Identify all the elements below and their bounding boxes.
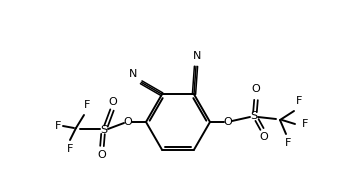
Text: O: O <box>224 117 232 127</box>
Text: N: N <box>193 51 201 61</box>
Text: F: F <box>84 100 90 110</box>
Text: F: F <box>296 96 302 106</box>
Text: N: N <box>129 69 137 79</box>
Text: F: F <box>67 144 73 154</box>
Text: F: F <box>55 121 61 131</box>
Text: F: F <box>302 119 309 129</box>
Text: S: S <box>100 125 108 135</box>
Text: F: F <box>285 138 291 148</box>
Text: O: O <box>109 97 117 107</box>
Text: O: O <box>260 132 268 142</box>
Text: S: S <box>251 111 257 121</box>
Text: O: O <box>252 84 260 94</box>
Text: O: O <box>98 150 106 160</box>
Text: O: O <box>123 117 132 127</box>
